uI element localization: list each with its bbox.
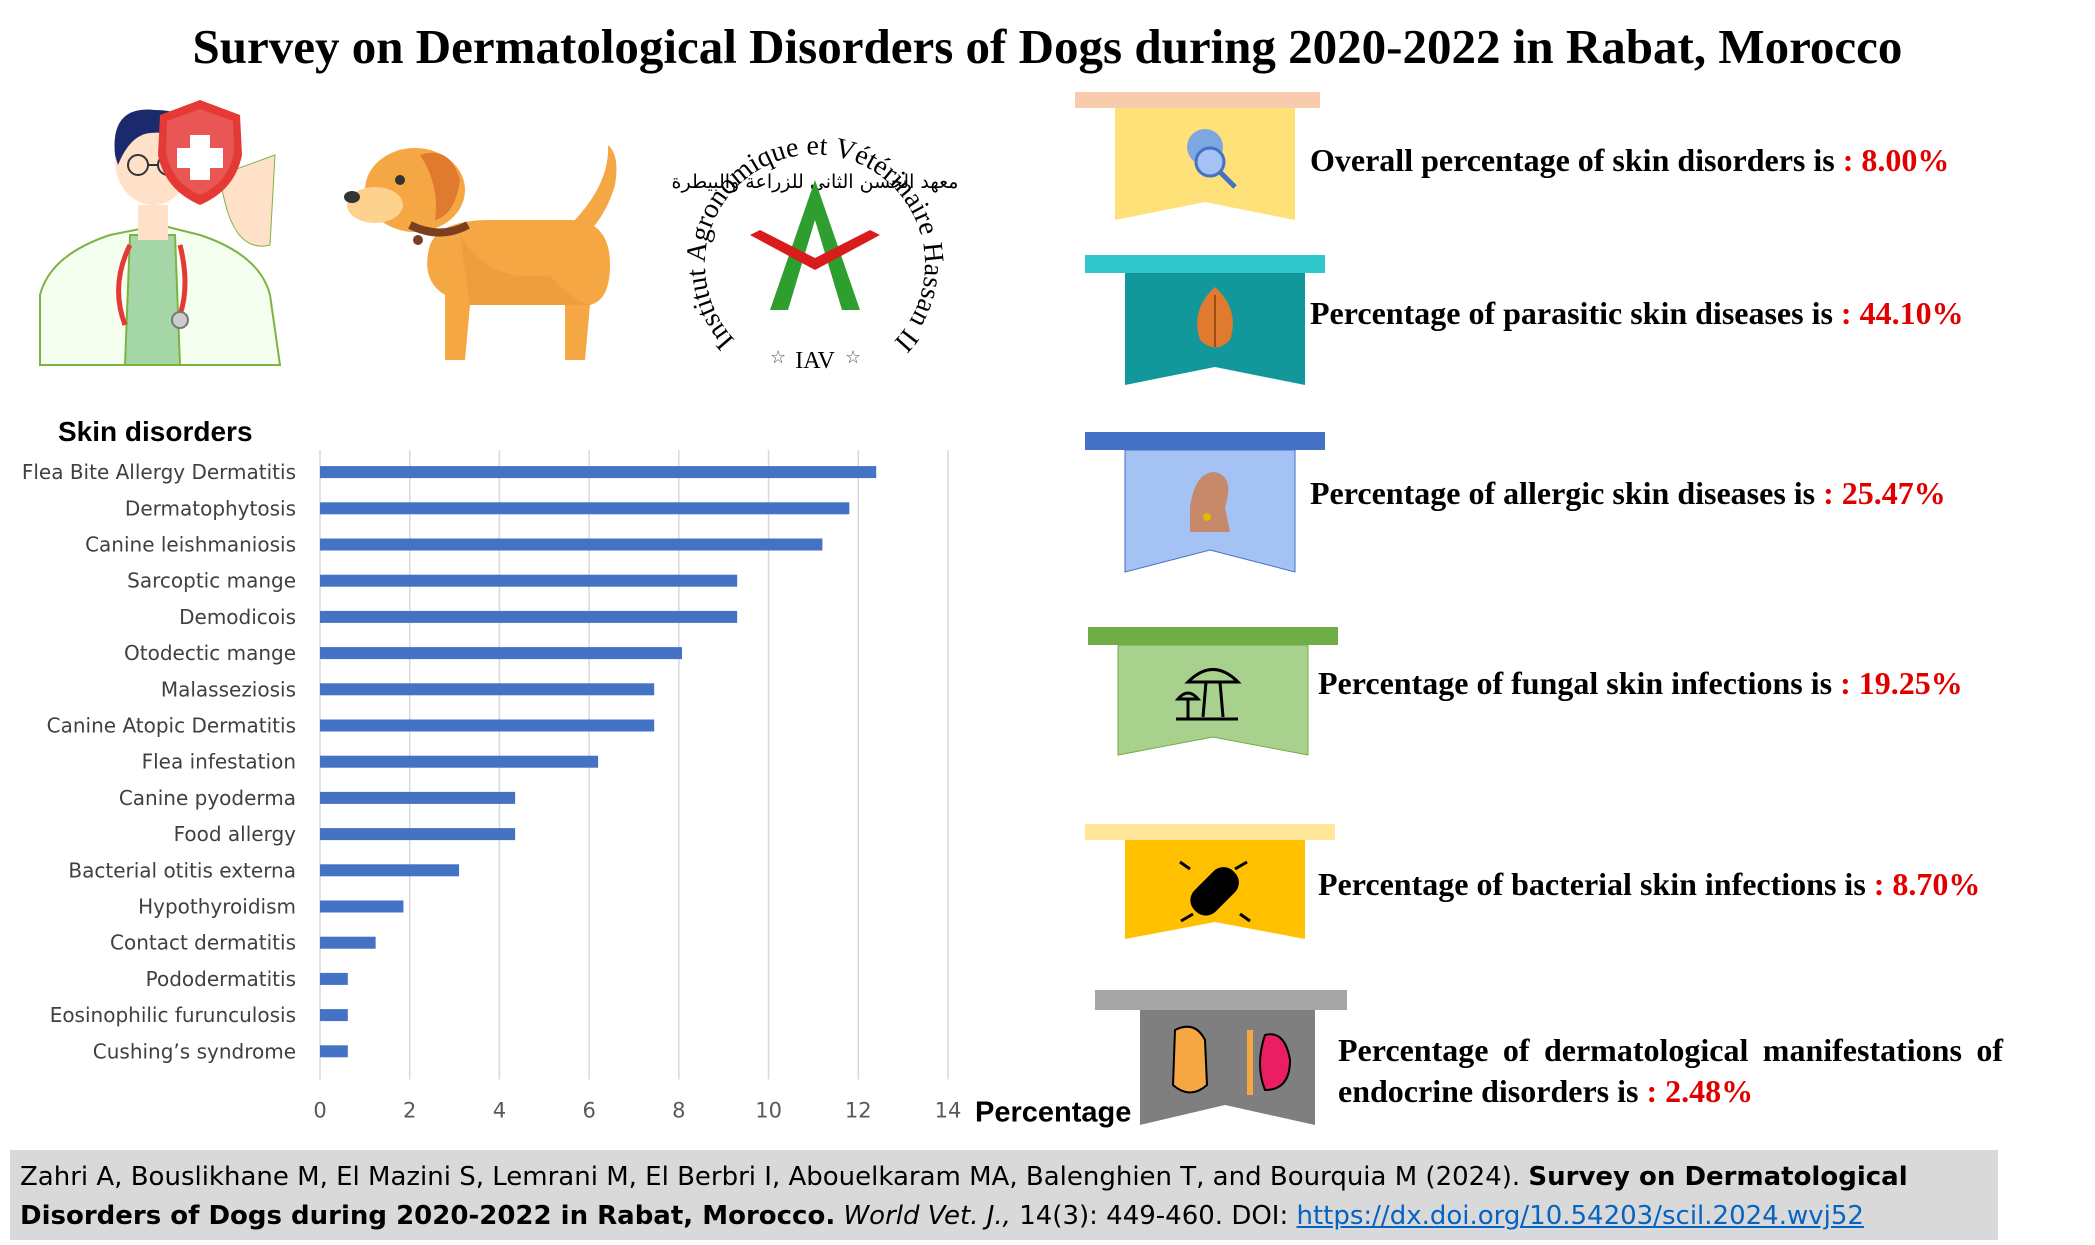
bar <box>320 828 516 841</box>
svg-text:☆: ☆ <box>845 347 861 368</box>
x-tick-label: 0 <box>313 1098 326 1122</box>
stat-banner-endocrine <box>1095 990 1347 1125</box>
bar <box>320 466 877 479</box>
bar <box>320 719 655 732</box>
stat-parasitic: Percentage of parasitic skin diseases is… <box>1310 295 1964 331</box>
chart-title: Skin disorders <box>58 416 253 447</box>
stat-banner-fungal <box>1088 627 1338 756</box>
bar <box>320 502 850 515</box>
bar <box>320 972 348 985</box>
category-label: Canine Atopic Dermatitis <box>47 714 296 738</box>
stat-banner-allergic <box>1085 432 1325 573</box>
category-label: Pododermatitis <box>146 967 296 991</box>
category-label: Eosinophilic furunculosis <box>50 1003 296 1027</box>
veterinarian-illustration <box>39 100 282 366</box>
bar <box>320 1009 348 1022</box>
x-tick-label: 2 <box>403 1098 416 1122</box>
category-label: Sarcoptic mange <box>127 569 296 593</box>
x-axis-label: Percentage <box>975 1096 1131 1128</box>
stat-banner-parasitic <box>1085 255 1325 385</box>
category-label: Cushing’s syndrome <box>93 1039 296 1063</box>
bar <box>320 936 376 949</box>
bar-chart: 0 2 4 6 8 10 12 14 Flea Bite Allergy Dermatitis D… <box>22 450 1131 1128</box>
citation-doi-link[interactable]: https://dx.doi.org/10.54203/scil.2024.wv… <box>1296 1201 1864 1231</box>
citation-volume: 14(3): 449-460. DOI: <box>1010 1201 1297 1231</box>
x-tick-label: 6 <box>582 1098 595 1122</box>
bar <box>320 755 599 768</box>
iav-logo: Institut Agronomique et Vétérinaire Hass… <box>672 130 959 374</box>
bar <box>320 647 682 660</box>
stat-allergic: Percentage of allergic skin diseases is … <box>1310 475 1946 511</box>
x-tick-label: 4 <box>493 1098 506 1122</box>
bar <box>320 791 516 804</box>
bar <box>320 574 738 587</box>
category-label: Dermatophytosis <box>125 496 296 520</box>
stat-endocrine: Percentage of dermatological manifestati… <box>1338 1032 2003 1109</box>
dog-illustration <box>344 145 617 360</box>
category-label: Canine pyoderma <box>119 786 296 810</box>
category-label: Hypothyroidism <box>138 895 296 919</box>
x-tick-label: 12 <box>845 1098 872 1122</box>
category-label: Canine leishmaniosis <box>85 533 296 557</box>
category-label: Flea infestation <box>142 750 296 774</box>
citation-journal: World Vet. J., <box>843 1201 1011 1231</box>
category-label: Flea Bite Allergy Dermatitis <box>22 460 296 484</box>
citation-box: Zahri A, Bouslikhane M, El Mazini S, Lem… <box>10 1150 1998 1240</box>
category-label: Malasseziosis <box>161 677 296 701</box>
category-label: Contact dermatitis <box>110 931 296 955</box>
stat-banner-bacterial <box>1085 824 1335 939</box>
category-label: Food allergy <box>174 822 297 846</box>
logo-abbreviation: IAV <box>795 348 835 374</box>
x-tick-label: 10 <box>755 1098 782 1122</box>
stat-bacterial: Percentage of bacterial skin infections … <box>1318 866 1981 902</box>
bar <box>320 864 460 877</box>
svg-text:☆: ☆ <box>770 347 786 368</box>
citation-authors: Zahri A, Bouslikhane M, El Mazini S, Lem… <box>20 1162 1529 1192</box>
category-label: Bacterial otitis externa <box>68 858 296 882</box>
page-title: Survey on Dermatological Disorders of Do… <box>192 19 1903 74</box>
bar <box>320 1045 348 1058</box>
stat-fungal: Percentage of fungal skin infections is … <box>1318 665 1963 701</box>
bar <box>320 900 404 913</box>
stat-overall: Overall percentage of skin disorders is … <box>1310 142 1950 178</box>
category-label: Otodectic mange <box>124 641 296 665</box>
bar <box>320 538 823 551</box>
stat-banner-overall <box>1075 92 1320 220</box>
svg-text:Institut Agronomique et Vétéri: Institut Agronomique et Vétérinaire Hass… <box>681 130 950 357</box>
bar <box>320 610 738 623</box>
x-tick-label: 14 <box>935 1098 962 1122</box>
x-tick-label: 8 <box>672 1098 685 1122</box>
bar <box>320 683 655 696</box>
citation-title: Survey on Dermatological Disorders of Do… <box>20 1162 1908 1231</box>
category-label: Demodicois <box>179 605 296 629</box>
